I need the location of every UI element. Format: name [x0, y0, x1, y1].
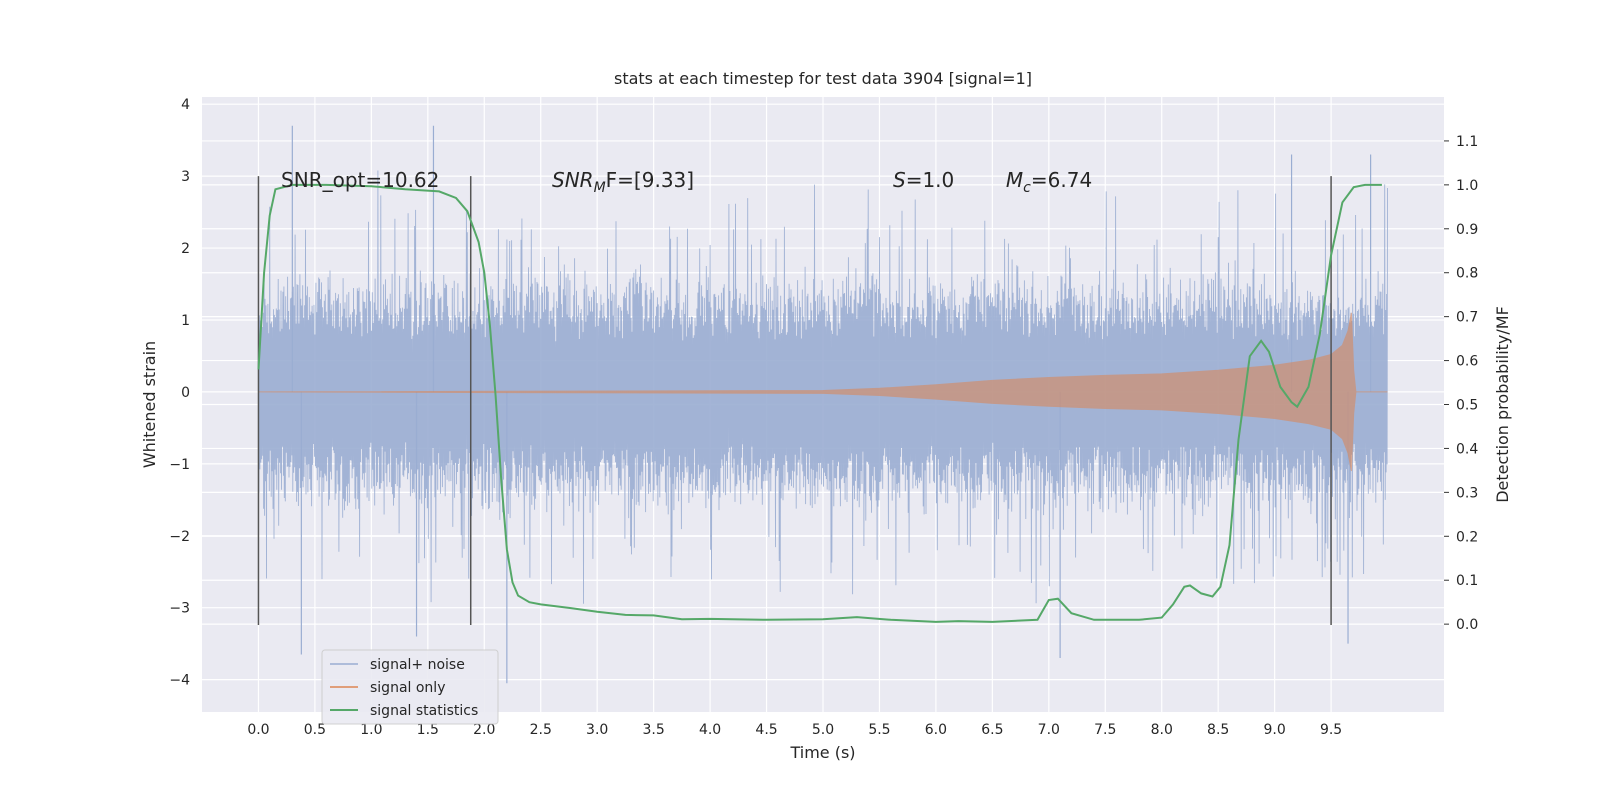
y2-tick-label-7: 0.7 — [1456, 310, 1478, 326]
signal-envelope — [258, 312, 1388, 472]
x-tick-label-9: 4.5 — [755, 722, 777, 738]
x-tick-label-8: 4.0 — [699, 722, 721, 738]
y2-tick-label-8: 0.8 — [1456, 266, 1478, 282]
legend-label-noise: signal+ noise — [370, 657, 465, 673]
y2-axis-label: Detection probability/MF — [1493, 306, 1512, 503]
annotation-snr-mf-subscript: M — [594, 180, 606, 196]
noise-line — [258, 170, 1388, 604]
y2-tick-label-5: 0.5 — [1456, 398, 1478, 414]
y2-tick-label-4: 0.4 — [1456, 441, 1478, 457]
signal-series — [258, 312, 1388, 472]
x-tick-label-3: 1.5 — [417, 722, 439, 738]
legend-label-stat: signal statistics — [370, 703, 478, 719]
x-tick-label-1: 0.5 — [304, 722, 326, 738]
annotation-snr-opt: SNR_opt=10.62 — [281, 168, 439, 192]
y-tick-label-2: −2 — [169, 529, 190, 545]
x-tick-label-19: 9.5 — [1320, 722, 1342, 738]
stat-series — [257, 183, 1382, 623]
y-tick-label-1: −3 — [169, 601, 190, 617]
annotation-s: S=1.0 — [893, 168, 954, 192]
annotation-mc-value: =6.74 — [1031, 168, 1092, 192]
annotation-s-value: =1.0 — [906, 168, 955, 192]
x-tick-label-14: 7.0 — [1038, 722, 1060, 738]
y-tick-label-3: −1 — [169, 457, 190, 473]
y2-tick-label-6: 0.6 — [1456, 354, 1478, 370]
x-tick-label-10: 5.0 — [812, 722, 834, 738]
stat-line — [257, 183, 1382, 623]
y2-tick-label-10: 1.0 — [1456, 178, 1478, 194]
annotation-mc-symbol: M — [1006, 168, 1023, 192]
x-tick-label-4: 2.0 — [473, 722, 495, 738]
annotation-snr-mf-symbol: SNR — [552, 168, 594, 192]
x-tick-label-0: 0.0 — [247, 722, 269, 738]
chart-title: stats at each timestep for test data 390… — [614, 69, 1032, 88]
y2-tick-label-1: 0.1 — [1456, 573, 1478, 589]
x-axis-label: Time (s) — [789, 743, 855, 762]
x-tick-label-11: 5.5 — [868, 722, 890, 738]
y2-tick-label-9: 0.9 — [1456, 222, 1478, 238]
y-tick-label-8: 4 — [181, 97, 190, 113]
x-tick-label-5: 2.5 — [530, 722, 552, 738]
x-tick-label-18: 9.0 — [1264, 722, 1286, 738]
annotations: SNR_opt=10.62 SNRMF=[9.33] S=1.0 Mc=6.74 — [281, 168, 1092, 196]
annotation-snr-mf-value: F=[9.33] — [606, 168, 694, 192]
x-tick-label-2: 1.0 — [360, 722, 382, 738]
x-tick-label-6: 3.0 — [586, 722, 608, 738]
y2-tick-label-0: 0.0 — [1456, 617, 1478, 633]
y-tick-label-0: −4 — [169, 673, 190, 689]
x-tick-label-17: 8.5 — [1207, 722, 1229, 738]
x-tick-label-7: 3.5 — [643, 722, 665, 738]
x-tick-label-12: 6.0 — [925, 722, 947, 738]
y-tick-label-7: 3 — [181, 169, 190, 185]
y-axis-label: Whitened strain — [140, 341, 159, 468]
y2-tick-label-2: 0.2 — [1456, 529, 1478, 545]
x-tick-label-13: 6.5 — [981, 722, 1003, 738]
noise-series — [258, 125, 1388, 684]
annotation-s-symbol: S — [893, 168, 906, 192]
annotation-mc-subscript: c — [1023, 180, 1031, 196]
y-tick-label-5: 1 — [181, 313, 190, 329]
y2-tick-label-3: 0.3 — [1456, 485, 1478, 501]
y2-tick-label-11: 1.1 — [1456, 134, 1478, 150]
legend-label-signal: signal only — [370, 680, 445, 696]
x-tick-label-16: 8.0 — [1151, 722, 1173, 738]
x-tick-label-15: 7.5 — [1094, 722, 1116, 738]
y-tick-label-4: 0 — [181, 385, 190, 401]
tick-labels: 0.0 0.5 1.0 1.5 2.0 2.5 3.0 3.5 4.0 4.5 5.0 5.5 6.0 6… — [169, 97, 1478, 738]
annotation-mc: Mc=6.74 — [1006, 168, 1092, 196]
y-tick-label-6: 2 — [181, 241, 190, 257]
legend: signal+ noise signal only signal statist… — [321, 649, 499, 725]
annotation-snr-mf: SNRMF=[9.33] — [552, 168, 694, 196]
legend-box — [321, 649, 499, 725]
